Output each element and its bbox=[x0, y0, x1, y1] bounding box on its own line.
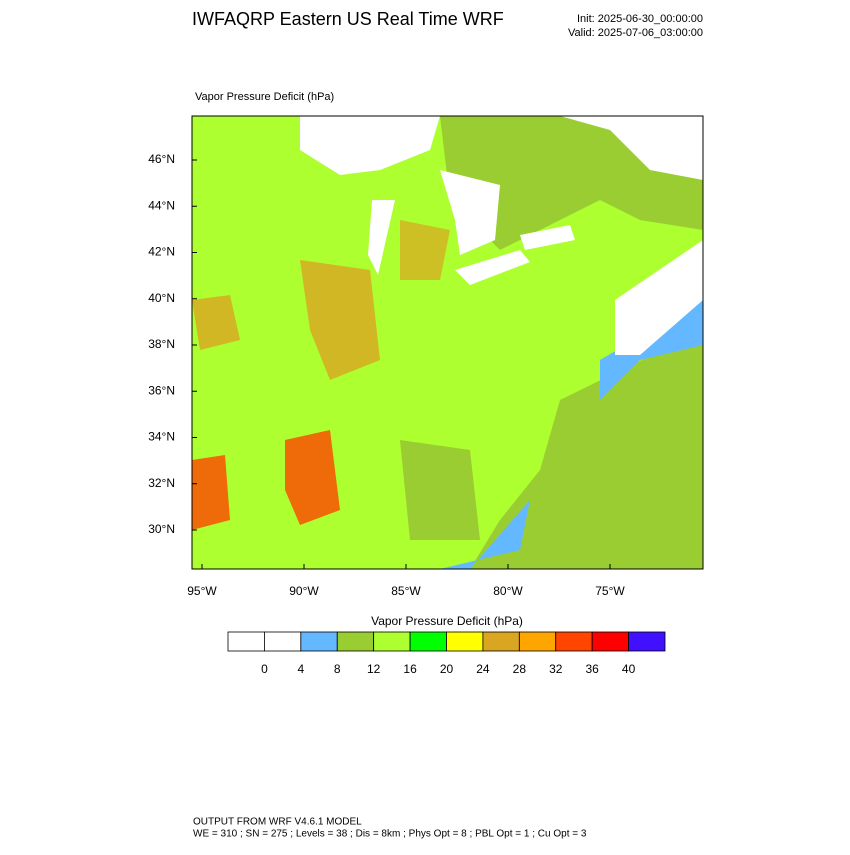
kansas-high bbox=[192, 295, 240, 350]
y-tick-label: 34°N bbox=[148, 430, 175, 444]
colorbar-box bbox=[518, 631, 557, 652]
colorbar-label: 32 bbox=[549, 662, 563, 676]
y-tick-label: 46°N bbox=[148, 152, 175, 166]
x-tick-label: 75°W bbox=[595, 584, 625, 598]
x-tick-label: 85°W bbox=[391, 584, 421, 598]
colorbar-box bbox=[300, 631, 338, 652]
colorbar-box bbox=[446, 631, 484, 652]
colorbar-box bbox=[555, 631, 593, 652]
y-tick-label: 42°N bbox=[148, 245, 175, 259]
illinois-high bbox=[300, 260, 380, 380]
colorbar-label: 4 bbox=[297, 662, 304, 676]
map bbox=[191, 115, 704, 570]
y-tick-label: 30°N bbox=[148, 522, 175, 536]
footer-line: OUTPUT FROM WRF V4.6.1 MODEL bbox=[193, 817, 362, 828]
x-tick-label: 80°W bbox=[493, 584, 523, 598]
y-tick-label: 40°N bbox=[148, 291, 175, 305]
colorbar-box bbox=[628, 631, 666, 652]
ocean-dry bbox=[600, 300, 703, 400]
y-tick-label: 36°N bbox=[148, 383, 175, 397]
map-title: Vapor Pressure Deficit (hPa) bbox=[195, 91, 334, 103]
ocean bbox=[470, 330, 703, 569]
colorbar-label: 0 bbox=[261, 662, 268, 676]
y-tick-label: 32°N bbox=[148, 476, 175, 490]
michigan-high bbox=[400, 220, 450, 280]
colorbar-box bbox=[264, 631, 302, 652]
colorbar-box bbox=[482, 631, 520, 652]
canada-moist bbox=[560, 116, 703, 180]
colorbar-label: 8 bbox=[334, 662, 341, 676]
lake-michigan bbox=[368, 200, 395, 275]
lake-superior bbox=[300, 116, 440, 175]
colorbar-box bbox=[409, 631, 447, 652]
georgia bbox=[400, 440, 480, 540]
colorbar-label: 40 bbox=[622, 662, 636, 676]
colorbar-label: 16 bbox=[403, 662, 417, 676]
lake-huron bbox=[440, 170, 500, 255]
ocean-moist bbox=[615, 240, 703, 355]
colorbar-title: Vapor Pressure Deficit (hPa) bbox=[371, 614, 523, 628]
colorbar-box bbox=[373, 631, 411, 652]
x-tick-label: 90°W bbox=[289, 584, 319, 598]
x-tick-label: 95°W bbox=[187, 584, 217, 598]
init-time: Init: 2025-06-30_00:00:00 bbox=[577, 13, 703, 25]
colorbar-label: 24 bbox=[476, 662, 490, 676]
lake-erie bbox=[455, 250, 530, 285]
title: IWFAQRP Eastern US Real Time WRF bbox=[192, 9, 504, 29]
colorbar-label: 28 bbox=[513, 662, 527, 676]
footer-line: WE = 310 ; SN = 275 ; Levels = 38 ; Dis … bbox=[193, 829, 587, 840]
colorbar-label: 36 bbox=[585, 662, 599, 676]
colorbar-box bbox=[227, 631, 265, 652]
colorbar: 0 4 8 12 16 20 24 28 32 36 40 bbox=[227, 631, 666, 676]
y-tick-label: 38°N bbox=[148, 337, 175, 351]
colorbar-box bbox=[336, 631, 375, 652]
colorbar-box bbox=[591, 631, 629, 652]
valid-time: Valid: 2025-07-06_03:00:00 bbox=[568, 27, 703, 39]
mississippi-high bbox=[285, 430, 340, 525]
lake-ontario bbox=[520, 225, 575, 250]
colorbar-label: 12 bbox=[367, 662, 381, 676]
y-tick-label: 44°N bbox=[148, 198, 175, 212]
colorbar-label: 20 bbox=[440, 662, 454, 676]
map-frame bbox=[191, 115, 704, 570]
texas-high bbox=[192, 455, 230, 530]
axis-labels: 95°W 90°W 85°W 80°W 75°W 46°N 44°N 42°N 40°N 38°N… bbox=[148, 152, 625, 598]
gulf-coast bbox=[440, 500, 530, 569]
